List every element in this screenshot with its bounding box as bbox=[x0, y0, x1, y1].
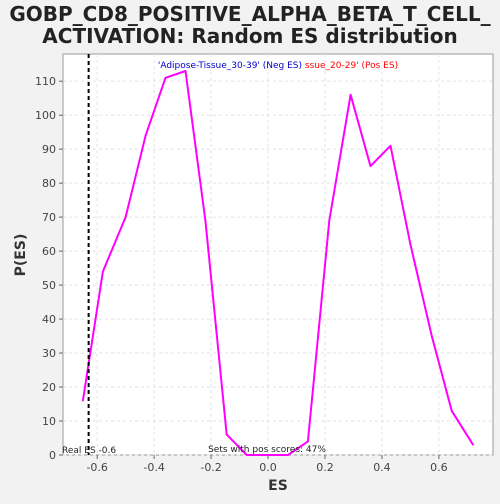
y-tick-label: 80 bbox=[42, 177, 56, 190]
x-tick-label: 0.0 bbox=[259, 461, 277, 474]
data-point bbox=[389, 144, 392, 147]
data-point bbox=[164, 76, 167, 79]
data-point bbox=[245, 454, 248, 456]
x-tick-label: 0.2 bbox=[316, 461, 334, 474]
y-tick-label: 110 bbox=[35, 75, 56, 88]
data-point bbox=[204, 219, 207, 222]
data-point bbox=[450, 410, 453, 412]
y-tick-label: 50 bbox=[42, 279, 56, 292]
series-layer bbox=[81, 70, 474, 456]
x-tick-label: -0.4 bbox=[143, 461, 164, 474]
y-tick-label: 60 bbox=[42, 245, 56, 258]
y-tick-label: 10 bbox=[42, 415, 56, 428]
legend: 'Adipose-Tissue_30-39' (Neg ES) ssue_20-… bbox=[158, 61, 398, 71]
y-tick-label: 40 bbox=[42, 313, 56, 326]
axes: 0 10 20 30 40 50 60 70 80 90 100 110 -0.6 -0.4 -0.2 0.0… bbox=[35, 75, 448, 474]
y-tick-label: 30 bbox=[42, 347, 56, 360]
data-point bbox=[349, 93, 352, 96]
data-point bbox=[102, 270, 104, 273]
data-point bbox=[369, 165, 372, 167]
chart-title-line-1: GOBP_CD8_POSITIVE_ALPHA_BETA_T_CELL_ bbox=[9, 2, 490, 26]
data-point bbox=[82, 399, 84, 402]
y-tick-label: 70 bbox=[42, 211, 56, 224]
real-es-label: Real ES -0.6 bbox=[62, 446, 116, 456]
data-point bbox=[124, 216, 127, 218]
plot-area bbox=[62, 53, 494, 456]
x-tick-label: -0.2 bbox=[200, 461, 221, 474]
data-point bbox=[184, 70, 187, 72]
data-point bbox=[430, 335, 433, 337]
chart-title-line-2: ACTIVATION: Random ES distribution bbox=[42, 24, 457, 48]
data-point bbox=[409, 243, 412, 246]
x-tick-label: 0.6 bbox=[430, 461, 448, 474]
legend-pos-es: ssue_20-29' (Pos ES) bbox=[305, 61, 398, 71]
y-tick-label: 100 bbox=[35, 109, 56, 122]
data-point bbox=[267, 454, 269, 456]
grid-lines bbox=[63, 54, 493, 456]
x-tick-label: 0.4 bbox=[373, 461, 391, 474]
data-point bbox=[287, 454, 289, 456]
y-tick-label: 0 bbox=[49, 449, 56, 462]
y-tick-label: 90 bbox=[42, 143, 56, 156]
data-point bbox=[328, 219, 331, 222]
x-tick-label: -0.6 bbox=[86, 461, 107, 474]
x-axis-label: ES bbox=[268, 478, 288, 494]
pos-scores-note: Sets with pos scores: 47% bbox=[208, 445, 326, 455]
y-axis-label: P(ES) bbox=[13, 234, 29, 277]
es-distribution-line bbox=[81, 70, 474, 456]
data-point bbox=[225, 433, 228, 436]
data-point bbox=[472, 444, 474, 446]
data-point bbox=[307, 440, 309, 443]
data-point bbox=[144, 134, 147, 137]
legend-neg-es: 'Adipose-Tissue_30-39' (Neg ES) bbox=[158, 61, 302, 71]
y-tick-label: 20 bbox=[42, 381, 56, 394]
